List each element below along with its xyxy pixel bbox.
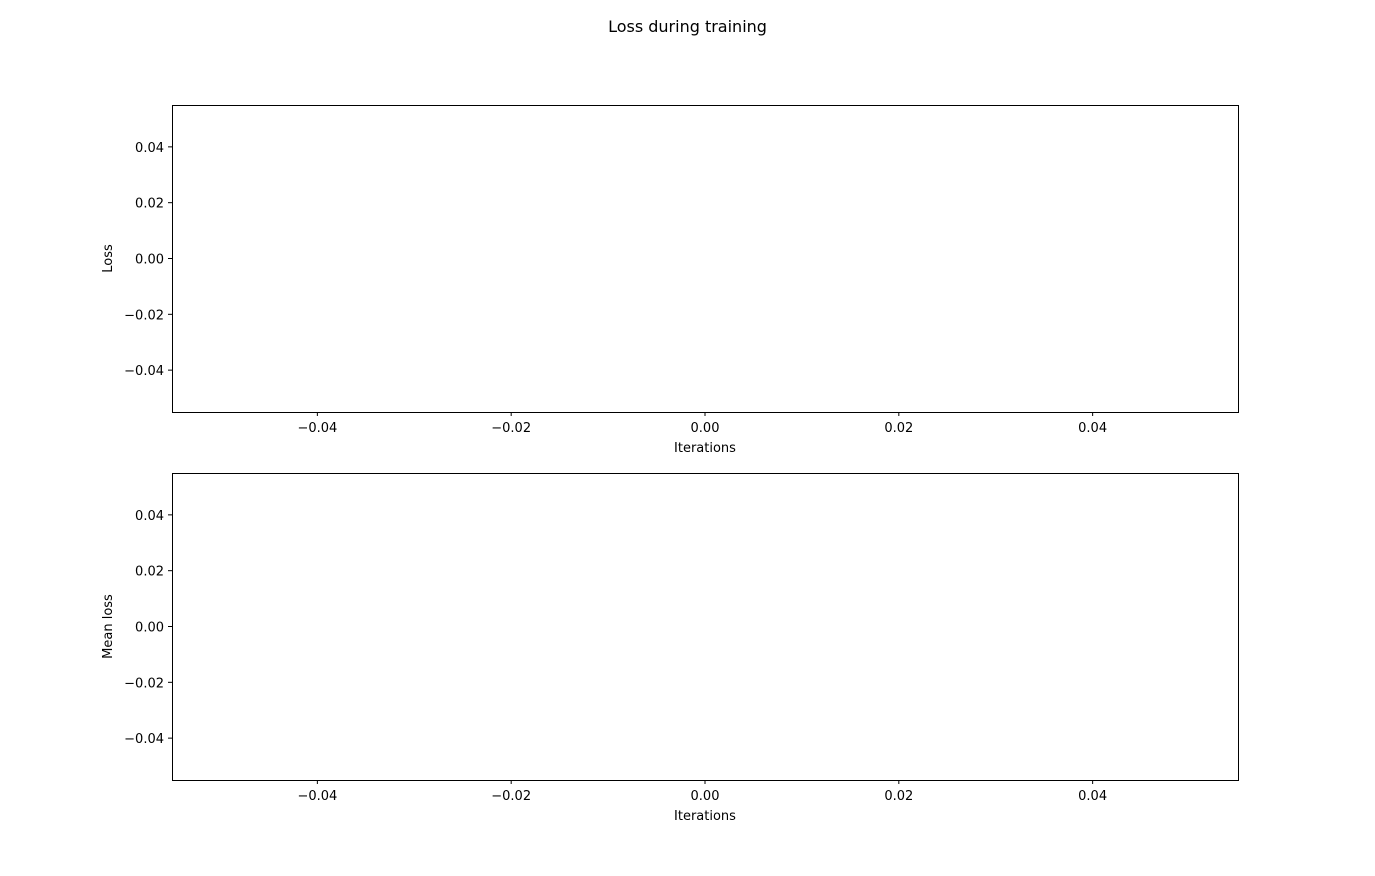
y-tick-label: 0.00 bbox=[135, 253, 164, 268]
y-tick-label: 0.00 bbox=[135, 621, 164, 636]
x-tick-label: 0.02 bbox=[884, 421, 913, 436]
y-tick-label: 0.02 bbox=[135, 565, 164, 580]
y-tick-label: −0.02 bbox=[124, 676, 164, 691]
x-tick-label: −0.04 bbox=[297, 421, 337, 436]
x-tick-label: −0.02 bbox=[491, 421, 531, 436]
x-axis-label: Iterations bbox=[674, 441, 736, 456]
x-tick-label: 0.04 bbox=[1078, 789, 1107, 804]
y-tick-label: −0.04 bbox=[124, 364, 164, 379]
x-tick-label: −0.02 bbox=[491, 789, 531, 804]
x-tick-label: −0.04 bbox=[297, 789, 337, 804]
mean-loss-axes: −0.04 −0.02 0.00 0.02 0.04 −0.04 −0.02 0.00 0.02… bbox=[101, 473, 1239, 824]
y-tick-label: 0.04 bbox=[135, 141, 164, 156]
x-tick-label: 0.02 bbox=[884, 789, 913, 804]
x-tick-label: 0.04 bbox=[1078, 421, 1107, 436]
y-axis-label: Mean loss bbox=[101, 594, 116, 659]
y-tick-label: −0.04 bbox=[124, 732, 164, 747]
x-axis-label: Iterations bbox=[674, 809, 736, 824]
y-tick-label: 0.04 bbox=[135, 509, 164, 524]
y-tick-label: 0.02 bbox=[135, 197, 164, 212]
y-tick-label: −0.02 bbox=[124, 308, 164, 323]
axes-frame bbox=[172, 473, 1239, 781]
axes-frame bbox=[172, 105, 1239, 413]
x-tick-label: 0.00 bbox=[691, 789, 720, 804]
x-tick-label: 0.00 bbox=[691, 421, 720, 436]
figure-title: Loss during training bbox=[608, 17, 767, 36]
loss-axes: −0.04 −0.02 0.00 0.02 0.04 −0.04 −0.02 0.00 0.02… bbox=[101, 105, 1239, 456]
y-axis-label: Loss bbox=[101, 244, 116, 273]
